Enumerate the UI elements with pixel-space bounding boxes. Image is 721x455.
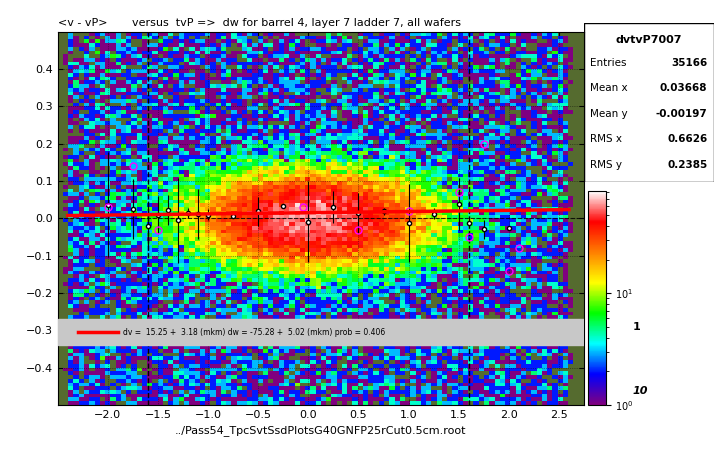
Text: 1: 1 (633, 322, 640, 332)
X-axis label: ../Pass54_TpcSvtSsdPlotsG40GNFP25rCut0.5cm.root: ../Pass54_TpcSvtSsdPlotsG40GNFP25rCut0.5… (175, 425, 466, 436)
Text: dvtvP7007: dvtvP7007 (616, 35, 682, 46)
Text: 35166: 35166 (671, 58, 707, 68)
Text: 10: 10 (633, 386, 648, 396)
Text: 0.2385: 0.2385 (667, 160, 707, 170)
Text: 0.6626: 0.6626 (667, 134, 707, 144)
Text: -0.00197: -0.00197 (655, 109, 707, 119)
Text: Mean x: Mean x (590, 83, 628, 93)
Text: Mean y: Mean y (590, 109, 628, 119)
Text: dv =  15.25 +  3.18 (mkm) dw = -75.28 +  5.02 (mkm) prob = 0.406: dv = 15.25 + 3.18 (mkm) dw = -75.28 + 5.… (123, 328, 385, 337)
Text: RMS y: RMS y (590, 160, 622, 170)
Text: 0.03668: 0.03668 (660, 83, 707, 93)
Bar (58, 319, 584, 345)
Text: RMS x: RMS x (590, 134, 622, 144)
Text: Entries: Entries (590, 58, 627, 68)
Text: <v - vP>       versus  tvP =>  dw for barrel 4, layer 7 ladder 7, all wafers: <v - vP> versus tvP => dw for barrel 4, … (58, 18, 461, 28)
